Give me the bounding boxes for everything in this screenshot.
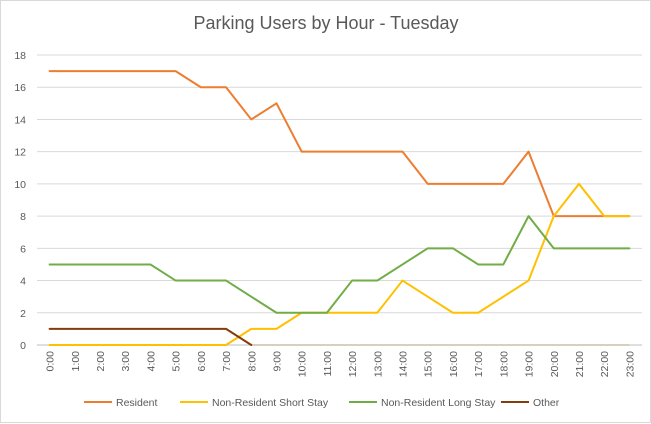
series-line-resident bbox=[48, 70, 631, 218]
x-tick-label: 6:00 bbox=[196, 351, 208, 372]
x-tick-label: 9:00 bbox=[271, 351, 283, 372]
series-line-other bbox=[48, 327, 253, 346]
x-tick-label: 19:00 bbox=[524, 351, 536, 377]
y-tick-label: 16 bbox=[14, 82, 26, 94]
legend-item: Non-Resident Short Stay bbox=[180, 397, 329, 409]
gridlines bbox=[37, 54, 642, 346]
series-line-non-resident-long-stay bbox=[48, 215, 631, 314]
x-tick-label: 20:00 bbox=[549, 351, 561, 377]
x-tick-label: 7:00 bbox=[221, 351, 233, 372]
y-tick-label: 18 bbox=[14, 50, 26, 62]
legend-label: Other bbox=[533, 397, 560, 409]
x-tick-label: 10:00 bbox=[297, 351, 309, 377]
x-tick-label: 5:00 bbox=[171, 351, 183, 372]
x-tick-label: 1:00 bbox=[70, 351, 82, 372]
x-tick-label: 0:00 bbox=[45, 351, 57, 372]
x-tick-label: 23:00 bbox=[624, 351, 636, 377]
legend-label: Non-Resident Long Stay bbox=[381, 397, 496, 409]
y-tick-label: 10 bbox=[14, 179, 26, 191]
legend-item: Other bbox=[501, 397, 560, 409]
x-tick-label: 18:00 bbox=[498, 351, 510, 377]
x-tick-label: 2:00 bbox=[95, 351, 107, 372]
x-tick-label: 12:00 bbox=[347, 351, 359, 377]
chart-title: Parking Users by Hour - Tuesday bbox=[193, 13, 458, 33]
x-tick-label: 8:00 bbox=[246, 351, 258, 372]
y-tick-label: 8 bbox=[20, 211, 26, 223]
legend-item: Non-Resident Long Stay bbox=[349, 397, 496, 409]
x-tick-label: 16:00 bbox=[448, 351, 460, 377]
x-tick-label: 22:00 bbox=[599, 351, 611, 377]
legend-item: Resident bbox=[84, 397, 158, 409]
x-tick-label: 14:00 bbox=[398, 351, 410, 377]
x-axis: 0:00 1:00 2:00 3:00 4:00 5:00 6:00 7:00 8:00 9:00… bbox=[45, 351, 637, 377]
legend-label: Resident bbox=[116, 397, 158, 409]
y-tick-label: 0 bbox=[20, 340, 26, 352]
x-tick-label: 4:00 bbox=[145, 351, 157, 372]
x-tick-label: 21:00 bbox=[574, 351, 586, 377]
y-tick-label: 2 bbox=[20, 308, 26, 320]
y-tick-label: 6 bbox=[20, 243, 26, 255]
legend-label: Non-Resident Short Stay bbox=[212, 397, 329, 409]
legend: Resident Non-Resident Short Stay Non-Resid… bbox=[84, 397, 560, 409]
series-lines bbox=[48, 70, 631, 346]
y-tick-label: 14 bbox=[14, 114, 26, 126]
y-axis: 0 2 4 6 8 10 12 14 16 18 bbox=[14, 50, 26, 352]
y-tick-label: 4 bbox=[20, 276, 26, 288]
x-tick-label: 15:00 bbox=[423, 351, 435, 377]
series-line-non-resident-short-stay bbox=[48, 182, 631, 346]
y-tick-label: 12 bbox=[14, 147, 26, 159]
x-tick-label: 17:00 bbox=[473, 351, 485, 377]
x-tick-label: 3:00 bbox=[120, 351, 132, 372]
x-tick-label: 13:00 bbox=[372, 351, 384, 377]
x-tick-label: 11:00 bbox=[322, 351, 334, 377]
